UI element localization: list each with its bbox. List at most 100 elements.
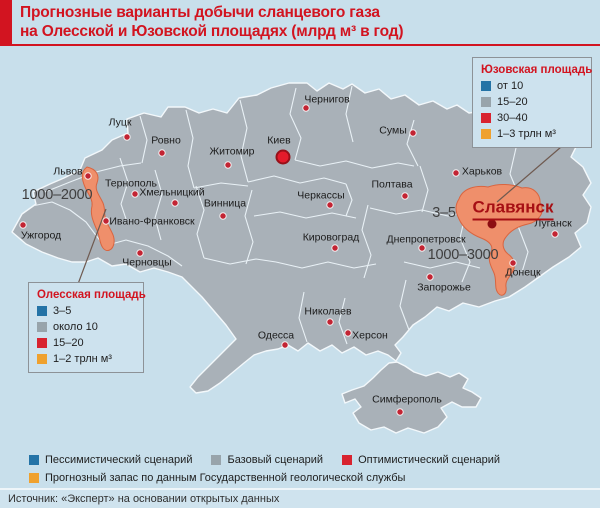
legend-yuzovska-items: от 10 15–20 30–40 1–3 трлн м³ [481,80,583,140]
legend-item-gray: 15–20 [481,96,583,108]
city-label-Днепропетровск: Днепропетровск [386,233,466,246]
city-dot-Ужгород [19,221,27,229]
title-underline [0,44,600,46]
map-annotation: 1000–2000 [21,187,93,203]
city-dot-Луцк [123,133,131,141]
olesska-area-shape [81,166,115,251]
blue-swatch [481,81,491,91]
blue-swatch [37,306,47,316]
city-label-Донецк: Донецк [505,266,541,279]
city-dot-Херсон [344,329,352,337]
city-dot-Ровно [158,149,166,157]
legend-item-gray: около 10 [37,321,135,333]
yuzovska-area-shape [455,184,543,296]
gray-swatch [481,97,491,107]
city-dot-Винница [219,212,227,220]
legend-label: 1–3 трлн м³ [497,128,556,140]
city-label-Сумы: Сумы [379,124,407,137]
source-divider [0,488,600,490]
source-note: Источник: «Эксперт» на основании открыты… [8,493,280,505]
legend-label: Оптимистический сценарий [358,454,501,466]
scenario-legend-row: Пессимистический сценарий Базовый сценари… [29,454,500,466]
city-dot-Одесса [281,341,289,349]
city-label-Херсон: Херсон [352,329,388,342]
city-label-Луцк: Луцк [108,116,132,129]
city-dot-Сумы [409,129,417,137]
title-line-1: Прогнозные варианты добычи сланцевого га… [20,4,380,21]
legend-item-reserve: Прогнозный запас по данным Государственн… [29,472,405,484]
gray-swatch [37,322,47,332]
city-dot-Славянск [487,219,497,229]
base-swatch [211,455,222,465]
legend-label: от 10 [497,80,524,92]
city-label-Славянск: Славянск [472,198,554,221]
legend-label: Базовый сценарий [227,454,324,466]
red-swatch [37,338,47,348]
city-label-Тернополь: Тернополь [104,177,158,190]
city-label-Киев: Киев [267,134,291,147]
optimistic-swatch [342,455,353,465]
legend-yuzovska-box: Юзовская площадь от 10 15–20 30–40 1–3 трлн… [472,57,592,148]
legend-label: 3–5 [53,305,72,317]
city-dot-Чернигов [302,104,310,112]
city-label-Житомир: Житомир [209,145,255,158]
city-label-Черкассы: Черкассы [297,189,345,202]
map-annotation: 3–5 [432,205,456,221]
legend-label: 1–2 трлн м³ [53,353,112,365]
legend-item-blue: 3–5 [37,305,135,317]
crimea-peninsula [341,361,482,434]
city-label-Львов: Львов [53,165,83,178]
olesska-pointer-line [77,208,107,285]
legend-item-pessimistic: Пессимистический сценарий [29,454,192,466]
yuzovska-pointer-line [496,140,569,203]
city-label-Луганск: Луганск [534,217,572,230]
legend-item-orange: 1–3 трлн м³ [481,128,583,140]
city-dot-Черновцы [136,249,144,257]
legend-item-blue: от 10 [481,80,583,92]
source-strip [0,490,600,508]
city-dot-Днепропетровск [418,244,426,252]
city-dot-Ивано-Франковск [102,217,110,225]
city-dot-Черкассы [326,201,334,209]
pessimistic-swatch [29,455,39,465]
legend-yuzovska-title: Юзовская площадь [481,64,593,76]
city-label-Кировоград: Кировоград [302,231,360,244]
city-dots-layer [19,104,559,416]
orange-swatch [481,129,491,139]
legend-item-orange: 1–2 трлн м³ [37,353,135,365]
city-dot-Харьков [452,169,460,177]
city-label-Запорожье: Запорожье [417,281,471,294]
city-dot-Запорожье [426,273,434,281]
legend-item-base: Базовый сценарий [211,454,323,466]
city-label-Хмельницкий: Хмельницкий [139,186,205,199]
city-label-Ужгород: Ужгород [20,229,62,242]
city-dot-Луганск [551,230,559,238]
city-dot-Кировоград [331,244,339,252]
city-label-Полтава: Полтава [371,178,413,191]
map-annotation: 1000–3000 [427,247,499,263]
city-dot-Донецк [509,259,517,267]
legend-item-optimistic: Оптимистический сценарий [342,454,500,466]
legend-label: около 10 [53,321,98,333]
city-label-Ровно: Ровно [151,134,181,147]
city-label-Одесса: Одесса [257,329,295,342]
city-label-Чернигов: Чернигов [304,93,350,106]
reserve-legend-row: Прогнозный запас по данным Государственн… [29,472,405,484]
legend-label: 15–20 [53,337,84,349]
city-dot-Полтава [401,192,409,200]
red-swatch [481,113,491,123]
city-label-Симферополь: Симферополь [372,393,442,406]
legend-olesska-items: 3–5 около 10 15–20 1–2 трлн м³ [37,305,135,365]
legend-olesska-box: Олесская площадь 3–5 около 10 15–20 1–2 трл… [28,282,146,373]
city-dot-Житомир [224,161,232,169]
city-dot-Киев [275,149,291,165]
city-label-Николаев: Николаев [304,305,352,318]
city-dot-Николаев [326,318,334,326]
title-accent-bar [0,0,12,46]
city-dot-Симферополь [396,408,404,416]
legend-label: Пессимистический сценарий [45,454,193,466]
city-dot-Хмельницкий [171,199,179,207]
city-label-Винница: Винница [203,197,247,210]
